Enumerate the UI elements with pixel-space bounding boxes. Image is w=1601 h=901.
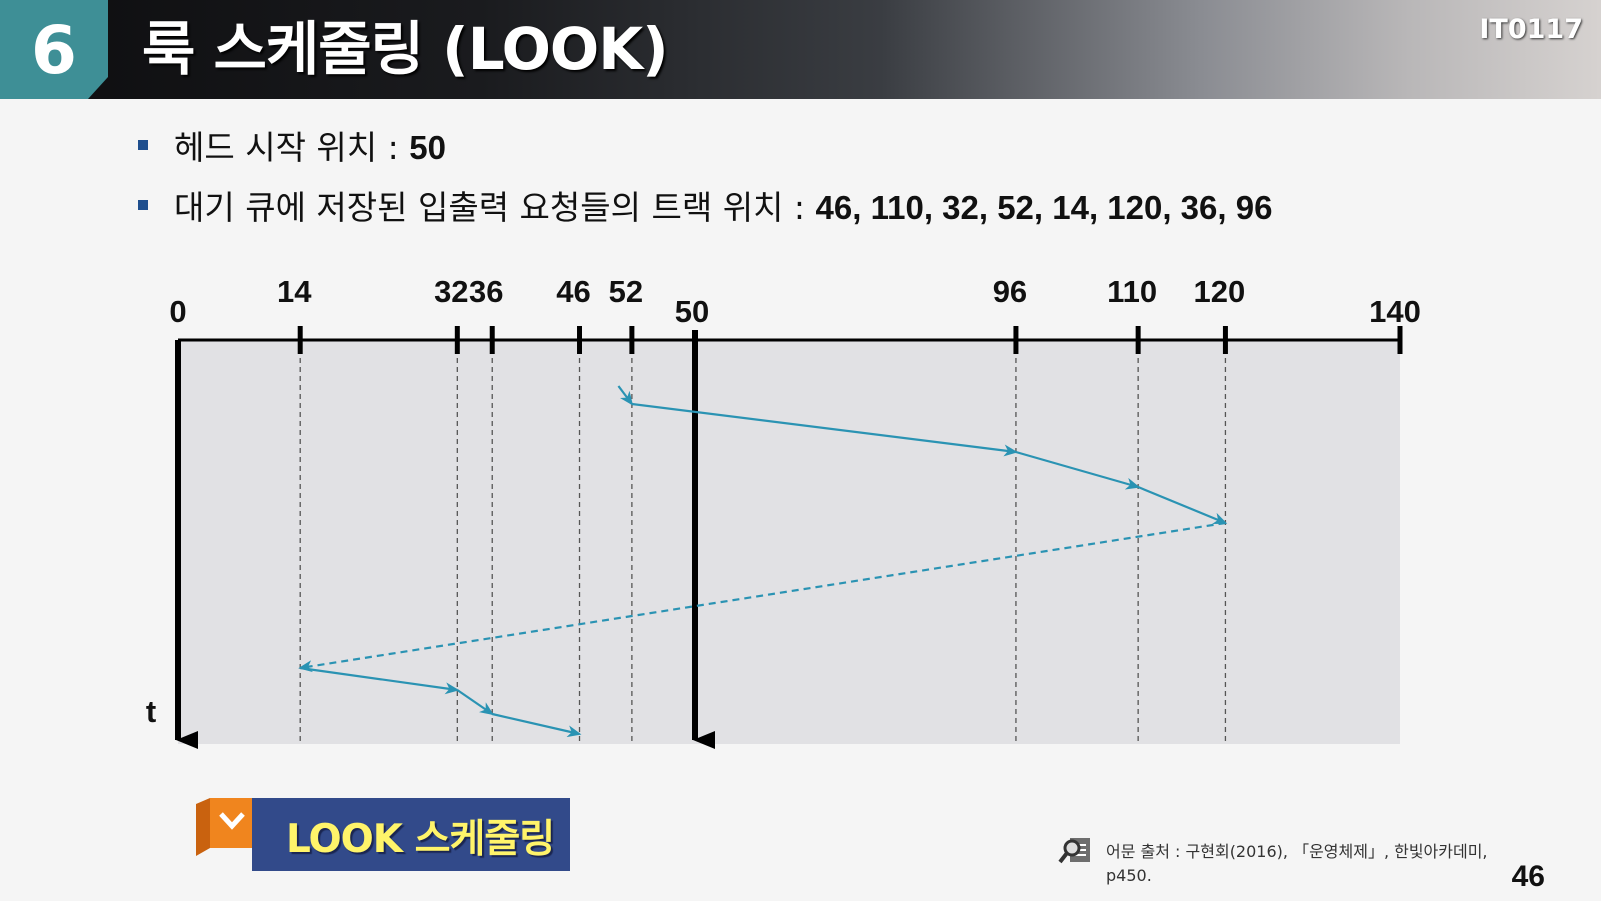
tick-label: 46 (556, 274, 590, 309)
bullet-value: 50 (409, 129, 446, 166)
tick-label: 96 (993, 274, 1027, 309)
head-move-segment (456, 689, 494, 716)
head-move-segment (1137, 485, 1228, 525)
bullet-request-queue: 대기 큐에 저장된 입출력 요청들의 트랙 위치 : 46, 110, 32, … (138, 188, 1272, 228)
course-code: IT0117 (1479, 14, 1583, 45)
page-number: 46 (1511, 860, 1545, 893)
bullet-square-icon (138, 139, 148, 150)
tick-label: 14 (277, 274, 312, 309)
magnifier-document-icon (1058, 838, 1090, 864)
header-bar (0, 0, 1601, 99)
track-tick-labels: 14 32 36 46 52 96 110 120 (277, 274, 1245, 309)
end-label: 140 (1369, 294, 1421, 329)
bullet-label: 헤드 시작 위치 : (174, 128, 410, 167)
look-banner (252, 798, 570, 871)
tick-label: 110 (1107, 274, 1157, 309)
start-label: 0 (169, 294, 186, 329)
bullet-value: 46, 110, 32, 52, 14, 120, 36, 96 (815, 189, 1273, 226)
bullet-head-start: 헤드 시작 위치 : 50 (138, 128, 446, 168)
chapter-number: 6 (31, 12, 77, 89)
reversal-segment (298, 521, 1226, 673)
head-movement-path (298, 385, 1228, 738)
time-label: t (146, 694, 156, 729)
bullet-label: 대기 큐에 저장된 입출력 요청들의 트랙 위치 : (174, 188, 816, 227)
tick-label: 36 (469, 274, 503, 309)
banner-label: LOOK 스케줄링 (286, 817, 555, 862)
tick-label: 32 (434, 274, 468, 309)
tick-label: 120 (1194, 274, 1246, 309)
head-move-segment (491, 712, 582, 738)
head-move-segment (1015, 450, 1141, 490)
bullet-square-icon (138, 199, 148, 210)
diagram-panel (178, 340, 1400, 744)
chapter-badge (0, 0, 108, 99)
head-move-segment (617, 385, 634, 406)
head-move-segment (300, 666, 460, 695)
chevron-down-icon (196, 798, 254, 856)
head-move-segment (631, 402, 1018, 457)
source-line-1: 어문 출처 : 구현회(2016), 「운영체제」, 한빛아카데미, (1106, 842, 1488, 861)
track-ticks (297, 326, 1403, 354)
track-guide-lines (299, 340, 1227, 744)
source-line-2: p450. (1106, 866, 1152, 885)
page-title: 룩 스케줄링 (LOOK) (142, 15, 669, 83)
source-citation: 어문 출처 : 구현회(2016), 「운영체제」, 한빛아카데미, p450. (1106, 840, 1488, 888)
head-label: 50 (675, 294, 709, 329)
tick-label: 52 (609, 274, 643, 309)
